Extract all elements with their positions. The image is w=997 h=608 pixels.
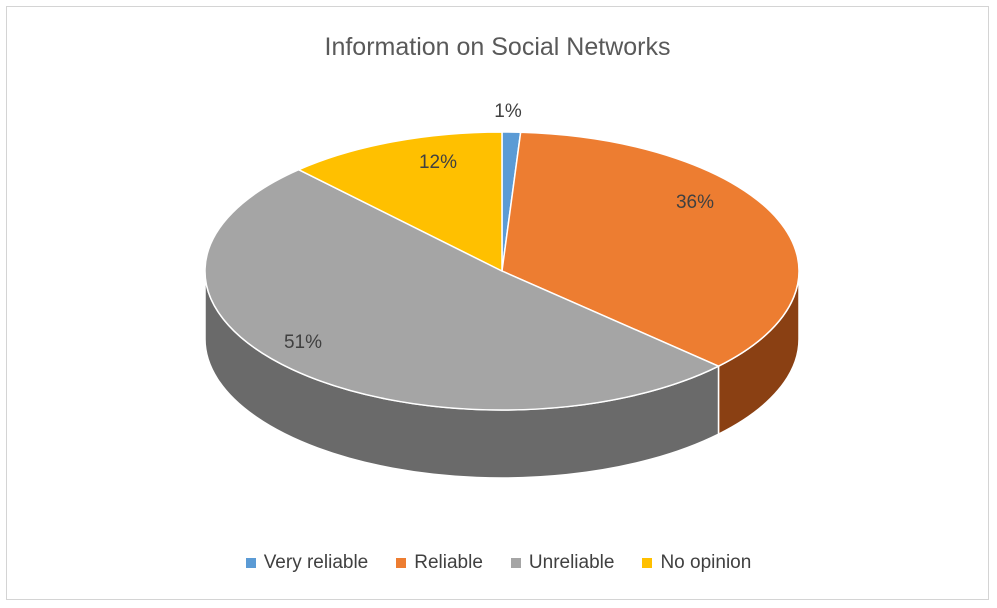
data-label-reliable: 36% <box>676 192 714 213</box>
data-label-no-opinion: 12% <box>419 152 457 173</box>
legend-swatch <box>396 558 407 568</box>
legend-item-very-reliable: Very reliable <box>245 552 369 574</box>
pie-slice-no-opinion <box>296 131 503 273</box>
legend-label: Unreliable <box>528 552 615 573</box>
legend-item-unreliable: Unreliable <box>510 552 615 574</box>
data-label-very-reliable: 1% <box>494 101 522 122</box>
legend-label: No opinion <box>660 552 752 573</box>
legend-swatch <box>245 558 256 568</box>
pie-tops <box>204 131 800 411</box>
legend-item-no-opinion: No opinion <box>642 552 751 574</box>
pie-slice-reliable <box>501 131 800 367</box>
legend-swatch <box>642 558 653 568</box>
data-label-unreliable: 51% <box>284 332 322 353</box>
pie-slice-unreliable <box>204 168 721 411</box>
legend-swatch <box>510 558 521 568</box>
legend-label: Reliable <box>414 552 483 573</box>
legend: Very reliable Reliable Unreliable No opinio… <box>0 552 997 574</box>
chart-title: Information on Social Networks <box>324 33 671 61</box>
pie-labels: 1% 36% 51% 12% <box>284 101 714 353</box>
legend-label: Very reliable <box>263 552 369 573</box>
legend-item-reliable: Reliable <box>396 552 483 574</box>
